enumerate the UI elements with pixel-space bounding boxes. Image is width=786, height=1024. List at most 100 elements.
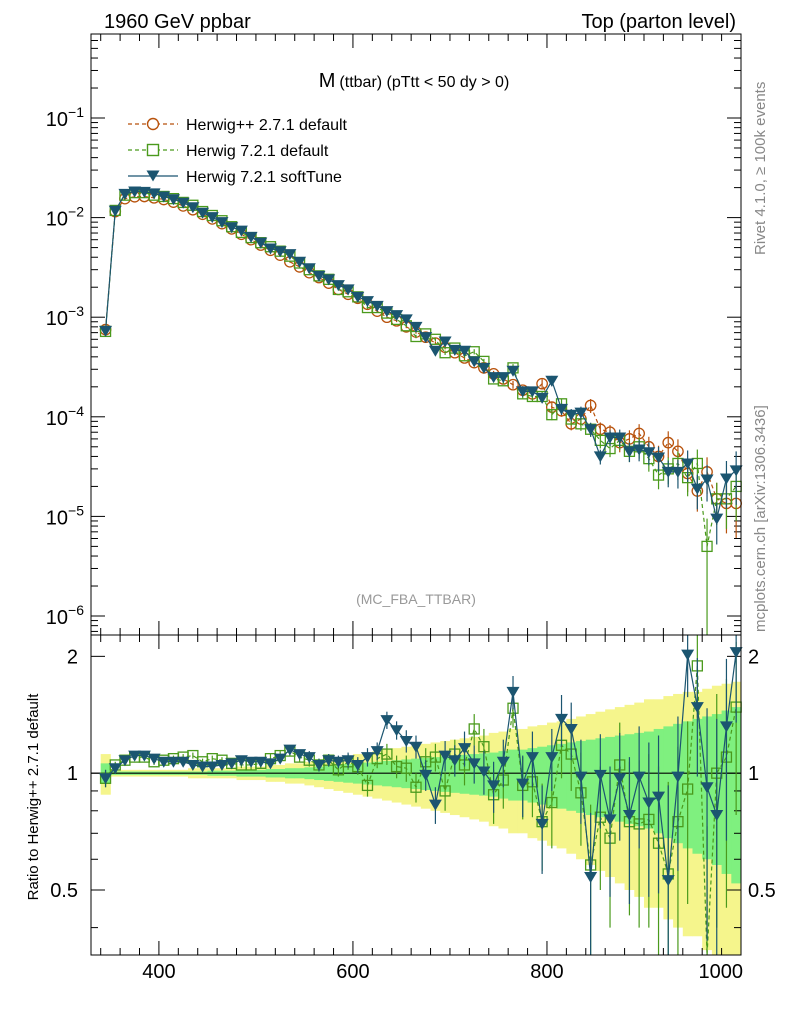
- ratio-point-square: [361, 779, 374, 792]
- ratio-point-triangle: [196, 761, 210, 773]
- ratio-point-triangle: [458, 743, 472, 755]
- ratio-point-triangle: [225, 758, 239, 770]
- ratio-point-triangle: [622, 810, 636, 822]
- ratio-ytick-label-right: 0.5: [748, 880, 776, 902]
- ratio-point-square: [468, 723, 480, 735]
- ratio-point-triangle: [380, 715, 394, 727]
- ratio-point-square: [546, 796, 558, 809]
- ratio-point-triangle: [360, 752, 374, 764]
- ratio-point-triangle: [681, 649, 695, 661]
- ratio-point-triangle: [448, 755, 462, 767]
- ratio-point-triangle: [690, 702, 704, 714]
- analysis-watermark: (MC_FBA_TTBAR): [356, 591, 476, 607]
- ratio-ytick-label: 1: [67, 763, 78, 785]
- ratio-point-triangle: [719, 721, 733, 733]
- header-left: 1960 GeV ppbar: [104, 11, 251, 33]
- main-ytick-label: 10−4: [46, 403, 84, 430]
- main-point-triangle: [467, 356, 481, 368]
- ratio-point-triangle: [147, 753, 161, 765]
- ratio-point-triangle: [661, 875, 675, 887]
- main-point-triangle: [593, 451, 607, 463]
- ratio-point-triangle: [312, 759, 326, 771]
- ratio-point-triangle: [205, 761, 219, 773]
- legend-marker-herwigpp: [146, 117, 160, 131]
- legend-label-herwig721: Herwig 7.2.1 default: [186, 143, 329, 160]
- ratio-point-triangle: [244, 756, 258, 768]
- ratio-point-triangle: [283, 744, 297, 756]
- main-point-triangle: [690, 483, 704, 495]
- ratio-point-square: [681, 783, 694, 795]
- ratio-point-triangle: [593, 769, 607, 781]
- main-point-triangle: [399, 314, 413, 326]
- main-point-triangle: [215, 217, 229, 229]
- ratio-series-line: [105, 665, 737, 956]
- ratio-point-triangle: [409, 741, 423, 753]
- main-point-triangle: [525, 386, 539, 398]
- ratio-point-triangle: [186, 759, 200, 771]
- main-point-triangle: [254, 237, 268, 249]
- ratio-point-square: [439, 785, 451, 797]
- title-rest: (ttbar) (pTtt < 50 dy > 0): [339, 74, 509, 91]
- main-point-square: [546, 409, 558, 421]
- ratio-point-triangle: [555, 713, 569, 725]
- ratio-tick-labels: 0.5 0.5 1 1 2 2 400 600 800 1000: [50, 646, 776, 983]
- ratio-point-triangle: [700, 782, 714, 794]
- ratio-point-triangle: [525, 752, 539, 764]
- main-point-triangle: [137, 186, 151, 198]
- title-main: M: [319, 70, 336, 92]
- ratio-point-triangle: [545, 752, 559, 764]
- main-point-triangle: [555, 403, 569, 415]
- main-point-triangle: [661, 466, 675, 478]
- legend-marker-softtune: [146, 170, 160, 182]
- xtick-label: 600: [336, 961, 369, 983]
- legend-entry-softtune: Herwig 7.2.1 softTune: [128, 169, 342, 186]
- main-ytick-label: 10−6: [46, 602, 84, 629]
- main-series-line: [104, 190, 737, 519]
- ratio-band-green: [585, 739, 596, 816]
- legend-entry-herwigpp: Herwig++ 2.7.1 default: [128, 117, 348, 134]
- ratio-ytick-label: 0.5: [50, 880, 78, 902]
- legend-marker-herwig721: [146, 143, 160, 157]
- ratio-point-triangle: [652, 791, 666, 803]
- ratio-point-triangle: [729, 647, 743, 659]
- main-point-square: [701, 540, 713, 553]
- main-point-triangle: [681, 458, 695, 470]
- main-point-square: [691, 457, 703, 470]
- ratio-point-triangle: [254, 756, 268, 768]
- ratio-point-triangle: [322, 755, 336, 767]
- ratio-band-green: [692, 718, 703, 854]
- ratio-point-triangle: [535, 818, 549, 830]
- main-point-circle: [536, 377, 548, 390]
- ratio-series-layer: [99, 635, 743, 956]
- main-series-layer: [99, 186, 743, 635]
- main-point-triangle: [390, 310, 404, 322]
- ratio-band-green: [430, 757, 441, 791]
- ratio-point-triangle: [584, 872, 598, 884]
- ratio-point-triangle: [603, 814, 617, 826]
- ratio-point-triangle: [273, 753, 287, 765]
- ratio-point-triangle: [108, 763, 122, 775]
- main-point-triangle: [166, 194, 180, 206]
- main-point-triangle: [99, 325, 113, 337]
- main-point-triangle: [370, 300, 384, 312]
- ratio-ytick-label-right: 2: [748, 646, 759, 668]
- main-point-triangle: [584, 424, 598, 436]
- main-point-triangle: [574, 407, 588, 419]
- main-point-triangle: [428, 345, 442, 357]
- ratio-point-triangle: [487, 780, 501, 792]
- ratio-point-triangle: [215, 759, 229, 771]
- main-point-triangle: [273, 246, 287, 258]
- xtick-label: 1000: [699, 961, 744, 983]
- main-point-triangle: [205, 212, 219, 224]
- main-point-triangle: [438, 336, 452, 348]
- ratio-plot: 0.5 0.5 1 1 2 2 400 600 800 1000 Ratio to Herwig+…: [25, 634, 776, 983]
- main-point-triangle: [613, 432, 627, 444]
- main-series-line: [104, 192, 737, 547]
- main-point-triangle: [108, 205, 122, 217]
- ratio-point-square: [400, 762, 412, 774]
- ratio-point-triangle: [118, 755, 132, 767]
- ratio-ylabel: Ratio to Herwig++ 2.7.1 default: [25, 693, 42, 901]
- ratio-point-triangle: [506, 686, 520, 698]
- main-point-triangle: [186, 202, 200, 214]
